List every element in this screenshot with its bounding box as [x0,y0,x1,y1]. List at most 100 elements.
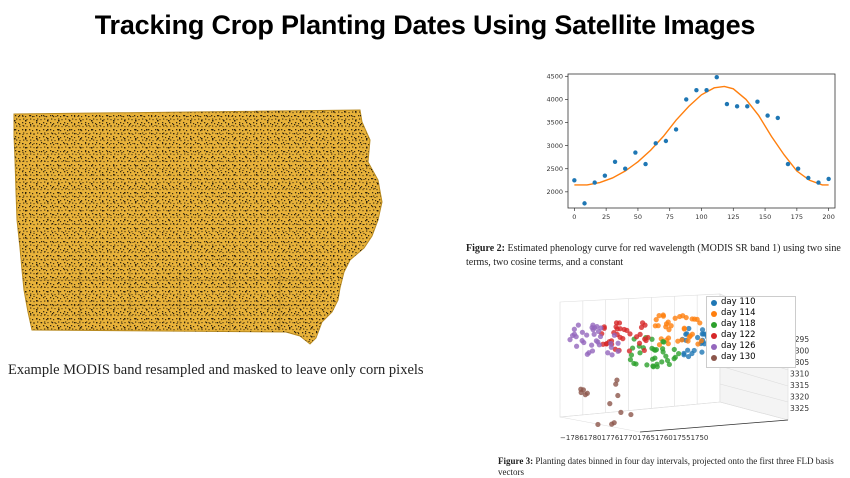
scatter-point [643,337,649,344]
scatter-point [700,331,707,337]
scatter-point [675,338,681,344]
figure2-caption: Figure 2: Estimated phenology curve for … [466,242,850,270]
scatter-point [609,352,615,358]
scatter-point [681,352,687,358]
y-tick-label: 4500 [546,73,563,81]
scatter-point [639,320,646,326]
x-tick-label: 75 [666,213,674,221]
scatter-point [607,401,613,407]
scatter-point [656,342,663,348]
data-point [572,178,577,183]
z-tick-label: 3315 [790,381,809,390]
data-point [765,113,770,118]
scatter-point [608,344,614,350]
legend-label: day 114 [721,308,756,318]
scatter-point [671,346,677,353]
slide-title: Tracking Crop Planting Dates Using Satel… [94,10,756,40]
scatter-point [679,337,685,343]
scatter-point [615,392,621,399]
data-point [582,201,587,206]
phenology-chart: 0 25 50 75 100 125 150 175 200 2000 2500 3000 3500 40… [540,68,840,233]
scatter-point [687,333,693,339]
scatter-point [686,325,692,332]
scatter-point [613,324,619,330]
scatter-point [681,326,687,332]
scatter-point [573,343,580,349]
legend-label: day 118 [721,319,756,329]
data-point [775,115,780,121]
scatter-point [611,332,618,338]
scatter-point [699,349,705,355]
scatter-point [691,316,698,322]
data-point [745,104,750,109]
scatter-point [672,315,678,321]
scatter-point [605,350,611,356]
scatter-point [604,341,610,347]
scatter-point [666,327,672,333]
x-tick-label: 100 [695,213,707,221]
legend-marker [711,344,717,350]
data-point [694,87,699,93]
scatter-point [652,355,658,361]
scatter-point [580,387,587,393]
data-point [826,176,831,182]
figure3-text: Planting dates binned in four day interv… [498,456,834,477]
scatter-point [628,411,634,418]
scatter-point [597,333,604,340]
scatter-point [652,347,658,353]
scatter-point [624,327,630,333]
scatter-point [636,340,643,346]
x-axis [639,419,789,433]
z-tick-label: 3325 [790,404,809,413]
scatter-point [614,377,620,383]
z-tick-label: 3300 [790,347,809,356]
y-tick-label: 2000 [546,188,563,196]
legend-label: day 110 [721,297,756,307]
x-tick-label: 150 [759,213,771,221]
scatter-point [650,364,656,370]
figure2-label: Figure 2: [466,243,505,254]
data-point [795,166,801,171]
scatter-point [571,326,577,332]
scatter-point [685,347,691,353]
map-caption: Example MODIS band resampled and masked … [8,362,424,378]
scatter-point [628,352,635,358]
figure2-text: Estimated phenology curve for red wavele… [466,243,841,268]
scatter-point [664,357,671,364]
z-tick-label: 3295 [790,335,809,344]
scatter-point [584,351,590,357]
scatter-point [653,317,659,323]
scatter-point [582,392,588,398]
scatter-point [626,348,633,354]
figure3-label: Figure 3: [498,456,534,466]
scatter-point [685,353,692,360]
data-point [653,141,658,146]
y-tick-label: 3500 [546,119,563,127]
scatter-point [661,339,667,345]
scatter-point [579,329,585,335]
x-tick-label: 25 [602,213,610,221]
x-tick-label: 50 [634,213,642,221]
y-tick-label: 4000 [546,96,563,104]
scatter-point [666,361,672,368]
scatter-point [685,338,691,344]
scatter-point [677,313,683,320]
figure3-caption: Figure 3: Planting dates binned in four … [498,456,838,478]
scatter-point [627,331,633,337]
scatter-point [620,336,626,342]
scatter-point [694,334,701,341]
scatter-point [654,364,660,370]
scatter-point [655,323,661,329]
legend-item: day 130 [707,352,795,363]
x-tick-label: 125 [727,213,739,221]
scatter-point [699,327,706,333]
scatter-point [615,348,621,354]
scatter-point [608,340,614,347]
legend-item: day 122 [707,330,795,341]
y-tick-label: 3000 [546,142,563,150]
scatter-point [644,362,650,368]
data-point [684,97,689,102]
data-point [704,87,709,93]
z-tick-label: 3320 [790,393,809,402]
legend-label: day 126 [721,341,756,351]
